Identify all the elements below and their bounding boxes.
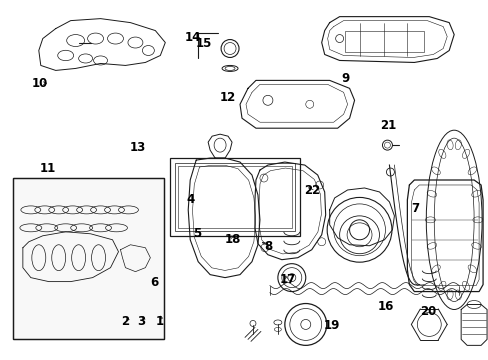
Bar xyxy=(344,31,424,53)
Bar xyxy=(170,158,299,236)
Bar xyxy=(13,178,164,339)
Text: 20: 20 xyxy=(420,305,436,318)
Text: 15: 15 xyxy=(195,36,211,50)
Bar xyxy=(178,166,291,228)
Text: 4: 4 xyxy=(186,193,195,206)
Text: 18: 18 xyxy=(224,233,241,246)
Text: 2: 2 xyxy=(121,315,129,328)
Bar xyxy=(13,178,164,339)
Text: 11: 11 xyxy=(40,162,56,175)
Bar xyxy=(175,163,294,231)
Text: 22: 22 xyxy=(304,184,320,197)
Text: 6: 6 xyxy=(150,276,159,289)
Text: 19: 19 xyxy=(324,319,340,332)
Text: 1: 1 xyxy=(155,315,163,328)
Text: 16: 16 xyxy=(377,300,393,313)
Text: 13: 13 xyxy=(129,141,145,154)
Text: 3: 3 xyxy=(137,315,145,328)
Text: 5: 5 xyxy=(192,226,201,239)
Text: 12: 12 xyxy=(219,91,235,104)
Text: 17: 17 xyxy=(279,273,295,286)
Text: 8: 8 xyxy=(263,240,271,253)
Text: 14: 14 xyxy=(184,31,201,44)
Text: 10: 10 xyxy=(32,77,48,90)
Text: 21: 21 xyxy=(380,119,396,132)
Text: 9: 9 xyxy=(341,72,349,85)
Text: 7: 7 xyxy=(410,202,418,215)
